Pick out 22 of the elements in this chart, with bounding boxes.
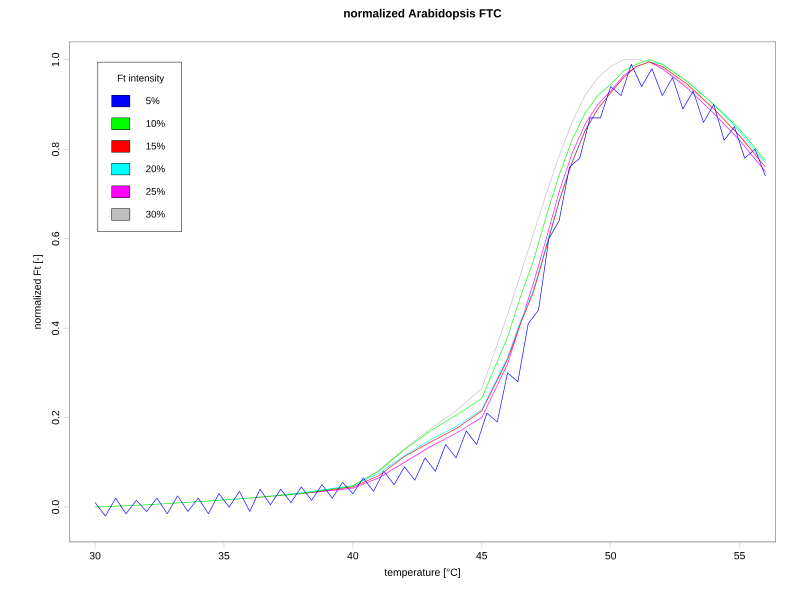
x-tick-label: 40 xyxy=(347,552,358,560)
y-axis-title: normalized Ft [-] xyxy=(33,255,43,329)
y-tick-label: 0.2 xyxy=(52,410,60,424)
legend-label: 5% xyxy=(146,97,160,104)
x-tick-label: 35 xyxy=(218,552,230,560)
x-tick-label: 50 xyxy=(605,552,616,560)
x-tick-label: 30 xyxy=(90,552,100,560)
y-tick-label: 0.0 xyxy=(52,500,60,514)
x-tick-label: 45 xyxy=(476,552,488,560)
y-tick-label: 0.8 xyxy=(52,142,60,156)
chart-title: normalized Arabidopsis FTC xyxy=(344,8,502,20)
y-tick-label: 1.0 xyxy=(52,52,60,66)
y-tick-label: 0.6 xyxy=(52,232,60,246)
y-tick-label: 0.4 xyxy=(52,321,60,335)
legend-label: 20% xyxy=(146,165,165,172)
x-axis-title: temperature [°C] xyxy=(384,568,460,578)
legend-title: Ft intensity xyxy=(118,74,164,84)
legend-label: 30% xyxy=(146,210,165,218)
x-tick-label: 55 xyxy=(734,552,745,560)
legend-label: 15% xyxy=(146,142,165,150)
legend-label: 10% xyxy=(146,120,165,127)
legend-label: 25% xyxy=(146,188,165,195)
